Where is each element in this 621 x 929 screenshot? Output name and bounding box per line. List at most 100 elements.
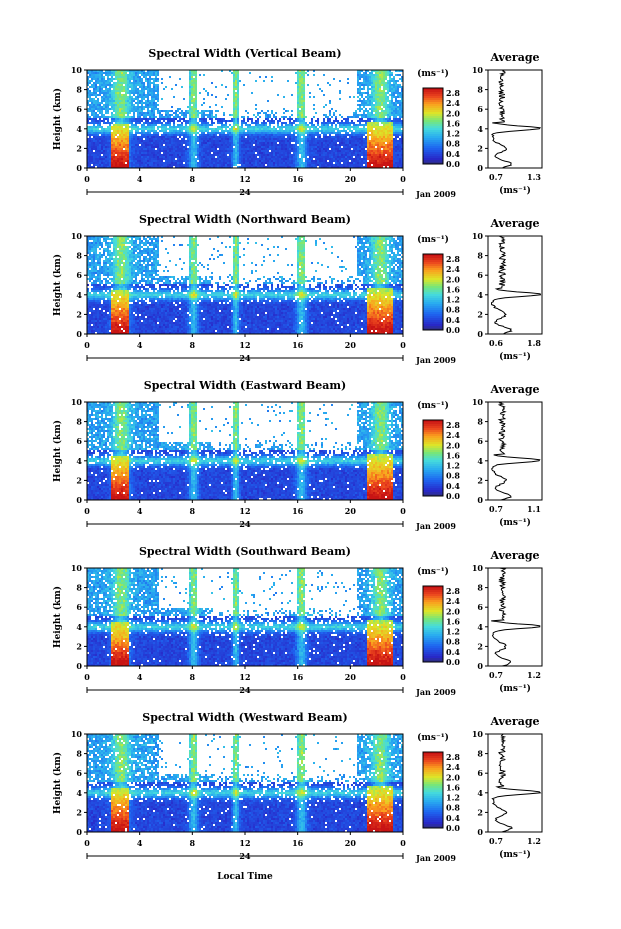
day-label: 24 (239, 685, 251, 695)
x-tick-label: 4 (137, 506, 143, 516)
profile-x-label: (ms⁻¹) (499, 185, 531, 196)
x-tick-label: 0 (84, 340, 90, 350)
y-tick-label: 10 (71, 65, 83, 75)
profile-x-tick-label: 1.1 (527, 504, 541, 514)
month-label: Jan 2009 (415, 521, 456, 531)
month-label: Jan 2009 (415, 687, 456, 697)
x-tick-label: 4 (137, 838, 143, 848)
colorbar (423, 88, 443, 165)
x-tick-label: 8 (190, 174, 196, 184)
profile-title: Average (489, 715, 539, 728)
x-tick-label: 0 (84, 174, 90, 184)
x-axis-label: Local Time (217, 872, 273, 882)
y-tick-label: 4 (76, 124, 82, 134)
colorbar-tick-label: 1.2 (446, 793, 460, 803)
heatmap-cells (87, 734, 403, 832)
colorbar-tick-label: 0.8 (446, 637, 460, 647)
y-tick-label: 8 (76, 251, 82, 261)
colorbar-tick-label: 2.8 (446, 420, 460, 430)
day-label: 24 (239, 851, 251, 861)
y-tick-label: 8 (76, 85, 82, 95)
panel-title: Spectral Width (Vertical Beam) (148, 47, 341, 60)
panel-5: Spectral Width (Westward Beam)0246810Hei… (52, 711, 542, 863)
y-tick-label: 0 (76, 495, 82, 505)
colorbar-tick-label: 1.6 (446, 284, 460, 294)
profile-y-tick-label: 8 (477, 251, 483, 261)
profile-curve (492, 402, 540, 500)
profile-y-tick-label: 6 (477, 270, 483, 280)
y-tick-label: 6 (76, 602, 82, 612)
y-axis-label: Height (km) (52, 420, 63, 482)
x-tick-label: 12 (239, 174, 250, 184)
profile-y-tick-label: 0 (477, 329, 483, 339)
profile-y-tick-label: 10 (472, 563, 484, 573)
profile-curve (492, 734, 540, 832)
x-tick-label: 12 (239, 672, 250, 682)
profile-x-tick-label: 0.7 (489, 670, 503, 680)
y-tick-label: 2 (76, 807, 82, 817)
x-tick-label: 8 (190, 340, 196, 350)
y-tick-label: 0 (76, 661, 82, 671)
profile-curve (492, 236, 541, 334)
profile-x-tick-label: 1.8 (527, 338, 541, 348)
colorbar-tick-label: 2.8 (446, 586, 460, 596)
profile-y-tick-label: 6 (477, 104, 483, 114)
profile-y-tick-label: 4 (477, 456, 483, 466)
y-tick-label: 4 (76, 788, 82, 798)
profile-y-tick-label: 8 (477, 85, 483, 95)
colorbar (423, 420, 443, 497)
x-tick-label: 12 (239, 340, 250, 350)
profile-x-tick-label: 0.7 (489, 172, 503, 182)
y-tick-label: 2 (76, 143, 82, 153)
x-tick-label: 20 (345, 340, 357, 350)
colorbar-tick-label: 0.8 (446, 803, 460, 813)
y-tick-label: 6 (76, 768, 82, 778)
profile-frame (488, 734, 542, 832)
colorbar-tick-label: 0.8 (446, 139, 460, 149)
x-tick-label: 20 (345, 672, 357, 682)
day-label: 24 (239, 353, 251, 363)
colorbar-unit: (ms⁻¹) (417, 732, 449, 743)
heatmap-cells (87, 236, 403, 334)
profile-x-label: (ms⁻¹) (499, 849, 531, 860)
profile-title: Average (489, 217, 539, 230)
profile-x-label: (ms⁻¹) (499, 351, 531, 362)
profile-y-tick-label: 4 (477, 788, 483, 798)
colorbar-tick-label: 2.0 (446, 772, 460, 782)
panel-3: Spectral Width (Eastward Beam)0246810Hei… (52, 379, 542, 531)
profile-y-tick-label: 10 (472, 231, 484, 241)
colorbar-tick-label: 2.4 (446, 430, 460, 440)
profile-y-tick-label: 6 (477, 602, 483, 612)
profile-y-tick-label: 4 (477, 290, 483, 300)
y-tick-label: 8 (76, 583, 82, 593)
profile-x-label: (ms⁻¹) (499, 683, 531, 694)
y-tick-label: 2 (76, 309, 82, 319)
profile-x-tick-label: 1.3 (527, 172, 541, 182)
y-tick-label: 10 (71, 231, 83, 241)
profile-y-tick-label: 2 (477, 641, 483, 651)
x-tick-label: 16 (292, 838, 304, 848)
x-tick-label: 12 (239, 506, 250, 516)
profile-x-tick-label: 0.7 (489, 504, 503, 514)
x-tick-label: 20 (345, 506, 357, 516)
profile-y-tick-label: 2 (477, 143, 483, 153)
y-axis-label: Height (km) (52, 254, 63, 316)
y-tick-label: 4 (76, 290, 82, 300)
x-tick-label: 0 (400, 506, 406, 516)
colorbar-tick-label: 1.6 (446, 450, 460, 460)
x-tick-label: 0 (400, 838, 406, 848)
profile-x-tick-label: 1.2 (527, 836, 541, 846)
colorbar-tick-label: 0.4 (446, 647, 460, 657)
profile-y-tick-label: 8 (477, 583, 483, 593)
profile-x-tick-label: 1.2 (527, 670, 541, 680)
y-tick-label: 4 (76, 622, 82, 632)
x-tick-label: 20 (345, 838, 357, 848)
colorbar-tick-label: 0.4 (446, 813, 460, 823)
colorbar (423, 254, 443, 331)
month-label: Jan 2009 (415, 189, 456, 199)
profile-curve (492, 70, 540, 168)
panel-4: Spectral Width (Southward Beam)0246810He… (52, 545, 542, 697)
heatmap-cells (87, 402, 403, 500)
colorbar-tick-label: 2.0 (446, 274, 460, 284)
colorbar-tick-label: 1.2 (446, 461, 460, 471)
